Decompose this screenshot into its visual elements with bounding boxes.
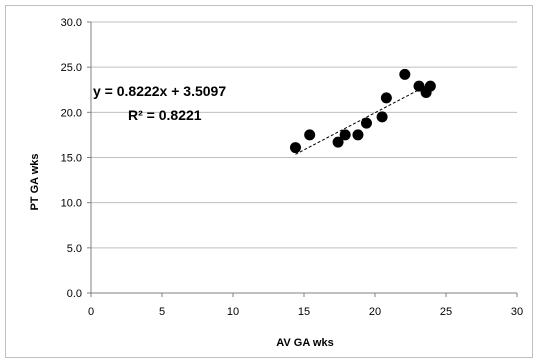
data-points: [289, 68, 436, 154]
y-tick-label: 20.0: [61, 107, 82, 119]
data-point: [289, 142, 301, 154]
data-point: [352, 129, 364, 141]
y-tick-label: 15.0: [61, 153, 82, 165]
y-tick-label: 25.0: [61, 62, 82, 74]
x-tick-label: 10: [227, 306, 239, 318]
x-tick-label: 30: [511, 306, 523, 318]
data-point: [360, 117, 372, 129]
data-point: [399, 68, 411, 80]
x-tick-label: 15: [298, 306, 310, 318]
axes: [87, 21, 518, 297]
trendline-r2: R² = 0.8221: [128, 107, 202, 123]
x-tick-label: 25: [440, 306, 452, 318]
tick-labels: 0.0 5.0 10.0 15.0 20.0 25.0 30.0 0 5 10 15 20 25 30: [61, 17, 524, 318]
grid-lines: [91, 21, 517, 249]
data-point: [413, 80, 425, 92]
trendline-equation: y = 0.8222x + 3.5097: [93, 83, 226, 99]
data-point: [339, 129, 351, 141]
x-axis-label: AV GA wks: [276, 337, 333, 349]
data-point: [304, 129, 316, 141]
data-point: [376, 111, 388, 123]
x-tick-label: 0: [88, 306, 94, 318]
y-tick-label: 30.0: [61, 17, 82, 29]
data-point: [424, 80, 436, 92]
data-point: [380, 92, 392, 104]
x-tick-label: 5: [159, 306, 165, 318]
y-axis-label: PT GA wks: [29, 153, 41, 210]
y-tick-label: 10.0: [61, 198, 82, 210]
chart-frame: [5, 5, 533, 358]
x-tick-label: 20: [369, 306, 381, 318]
y-tick-label: 5.0: [67, 243, 82, 255]
y-tick-label: 0.0: [67, 288, 82, 300]
data-point: [332, 136, 344, 148]
